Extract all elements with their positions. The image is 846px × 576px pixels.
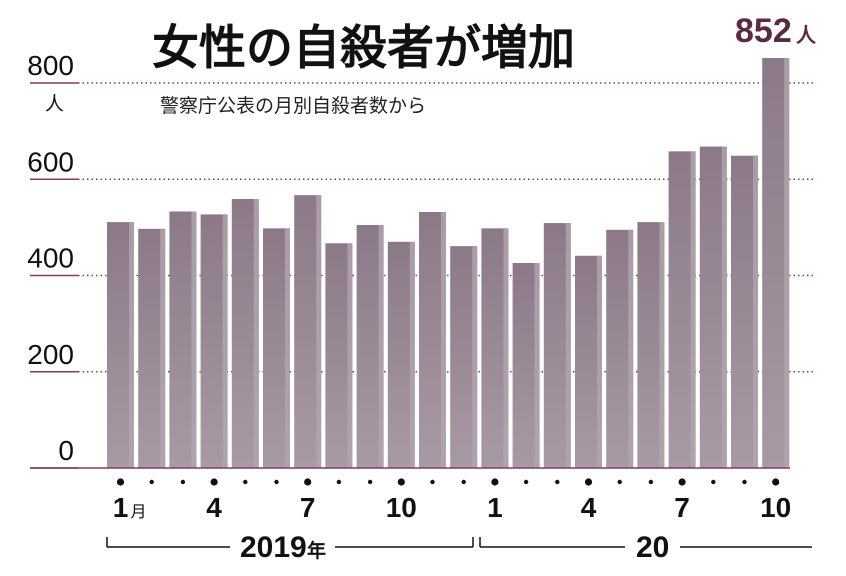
x-tick-dot xyxy=(523,479,529,485)
x-tick-dot xyxy=(772,478,780,486)
x-tick-dot xyxy=(116,478,125,486)
x-tick-label: 1 xyxy=(487,492,503,523)
bar-highlight xyxy=(191,211,197,468)
bar-highlight xyxy=(721,146,727,468)
x-tick-label: 1 xyxy=(113,492,129,523)
x-tick-dot xyxy=(367,479,373,485)
x-tick-dot xyxy=(304,478,312,486)
bar-highlight xyxy=(378,224,384,468)
bar-highlight xyxy=(347,243,353,468)
x-tick-dot xyxy=(210,478,218,486)
peak-value: 852 xyxy=(735,12,792,50)
x-tick-dot xyxy=(711,479,716,485)
chart-title: 女性の自殺者が増加 xyxy=(152,21,575,76)
x-tick-dot xyxy=(397,478,405,486)
y-tick-label: 600 xyxy=(27,146,74,177)
x-tick-dot xyxy=(555,479,560,485)
x-tick-label: 10 xyxy=(386,492,417,523)
x-tick-label: 4 xyxy=(581,492,597,523)
bar-highlight xyxy=(441,211,446,469)
bar-layer xyxy=(107,58,790,469)
x-tick-dot xyxy=(742,479,747,485)
x-tick-dot xyxy=(648,479,654,485)
year-unit: 年 xyxy=(307,539,326,562)
x-tick-dot xyxy=(584,478,593,486)
x-tick-dot xyxy=(274,479,279,485)
bar-highlight xyxy=(534,263,540,468)
bar-highlight xyxy=(253,198,259,468)
bar-highlight xyxy=(597,255,602,468)
x-tick-dot xyxy=(617,479,622,485)
year-label: 20 xyxy=(636,531,669,564)
x-tick-dot xyxy=(180,479,186,485)
peak-unit: 人 xyxy=(796,23,817,47)
bar-highlight xyxy=(659,222,665,468)
bar-highlight xyxy=(690,151,696,468)
x-tick-dot xyxy=(461,479,466,485)
x-tick-unit: 月 xyxy=(131,502,147,521)
bar-highlight xyxy=(628,229,634,468)
x-tick-dot xyxy=(430,479,435,485)
bar-highlight xyxy=(565,223,571,468)
y-unit-label: 人 xyxy=(45,93,64,115)
y-tick-label: 0 xyxy=(58,435,74,466)
x-tick-label: 10 xyxy=(760,492,791,523)
year-label: 2019 xyxy=(240,531,307,564)
y-tick-label: 200 xyxy=(27,339,74,370)
x-tick-label: 7 xyxy=(674,492,690,523)
x-tick-dot xyxy=(149,479,154,485)
x-tick-dot xyxy=(336,479,342,485)
x-tick-dot xyxy=(243,479,248,485)
chart-subtitle: 警察庁公表の月別自殺者数から xyxy=(160,95,426,117)
x-tick-dot xyxy=(491,478,499,486)
x-tick-label: 7 xyxy=(300,492,316,523)
y-tick-label: 800 xyxy=(27,50,74,81)
bar-highlight xyxy=(160,228,166,468)
y-tick-label: 400 xyxy=(27,243,74,274)
x-tick-label: 4 xyxy=(206,492,222,523)
bar-highlight xyxy=(222,214,228,468)
bar-highlight xyxy=(409,241,415,468)
bar-highlight xyxy=(784,58,790,468)
bar-highlight xyxy=(129,222,134,468)
bar-highlight xyxy=(503,228,509,468)
bar-highlight xyxy=(753,155,758,468)
bar-highlight xyxy=(472,246,478,468)
peak-annotation: 852 人 xyxy=(735,12,817,50)
x-tick-dot xyxy=(678,478,686,486)
bar-highlight xyxy=(285,228,290,468)
bar-highlight xyxy=(316,195,322,468)
